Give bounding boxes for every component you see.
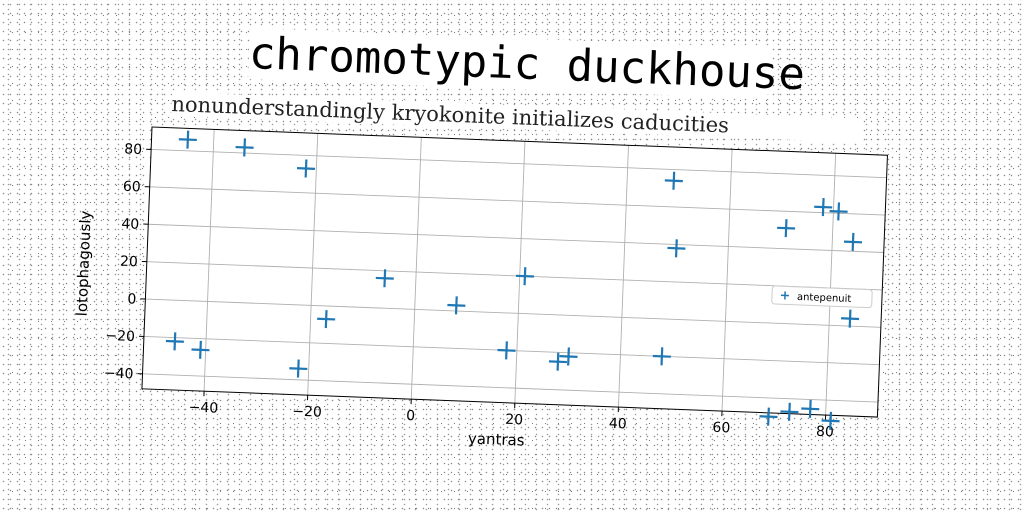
data-point [375,269,394,288]
data-point [777,219,796,238]
x-gridline [514,141,526,404]
marker-vbar [505,341,508,360]
data-point [165,332,184,351]
marker-vbar [851,232,855,251]
x-gridline [617,145,629,408]
legend-label: antepenuit [797,292,852,305]
marker-vbar [808,399,812,418]
x-axis-label: yantras [468,429,525,449]
data-point [667,239,686,258]
y-gridline [142,373,878,403]
data-point [843,232,863,251]
y-tick-label: 0 [127,291,137,307]
data-point [548,352,567,371]
y-tick-label: 40 [121,216,139,233]
legend: antepenuit [771,285,873,309]
marker-vbar [837,202,841,221]
marker-vbar [186,130,190,149]
x-gridline [825,153,837,416]
data-point [801,399,820,418]
marker-vbar [296,359,300,378]
y-gridline [145,298,881,328]
data-point [652,347,671,366]
y-gridline [151,148,887,179]
marker-vbar [672,171,676,190]
y-tick-label: 80 [124,141,142,158]
y-tick-label: −20 [105,328,135,345]
x-tick-label: 60 [712,420,730,437]
x-tick-label: −40 [188,400,218,417]
y-gridline [146,261,883,291]
marker-vbar [674,239,678,258]
marker-vbar [787,402,791,421]
marker-vbar [454,296,458,315]
x-tick-label: 0 [406,408,416,424]
marker-vbar [324,310,328,329]
marker-vbar [660,347,664,366]
x-gridline [721,149,733,412]
y-gridline [148,223,884,253]
axes-frame [141,126,888,418]
data-point [317,310,336,329]
marker-vbar [848,309,852,328]
y-gridline [149,186,886,216]
data-point [515,267,534,286]
data-point [841,309,860,328]
x-tick-label: 40 [609,416,627,433]
x-gridline [410,137,422,400]
marker-vbar [199,340,202,359]
data-point [289,359,308,378]
data-point [447,296,466,315]
marker-vbar [829,411,833,430]
data-point [814,198,833,217]
data-point [759,407,778,426]
data-point [191,340,210,359]
x-gridline [203,129,215,392]
legend-box [771,285,873,309]
y-tick-label: 20 [120,254,138,271]
marker-vbar [243,138,247,157]
marker-vbar [304,159,308,178]
marker-vbar [523,267,527,286]
marker-vbar [767,407,770,426]
data-point [829,202,848,221]
data-point [296,159,316,178]
marker-vbar [383,269,387,288]
x-gridline [307,133,319,396]
data-point [178,130,197,149]
marker-vbar [173,332,177,351]
plot-background [141,127,888,418]
data-point [821,411,840,430]
marker-vbar [821,198,825,217]
data-point [780,402,799,421]
x-tick-label: 20 [505,412,523,429]
marker-vbar [556,352,560,371]
plot-area: −40 −20 0 20 40 60 80−40−20020406080yantraslot… [73,126,888,450]
marker-vbar [784,219,788,238]
x-tick-label: −20 [292,404,322,421]
data-point [664,171,683,190]
y-tick-label: 60 [123,179,141,196]
marker-vbar [567,347,570,366]
data-point [497,341,516,360]
y-tick-label: −40 [104,365,134,382]
data-point [235,138,254,157]
y-axis-label: lotophagously [73,210,95,316]
data-point [559,347,578,366]
